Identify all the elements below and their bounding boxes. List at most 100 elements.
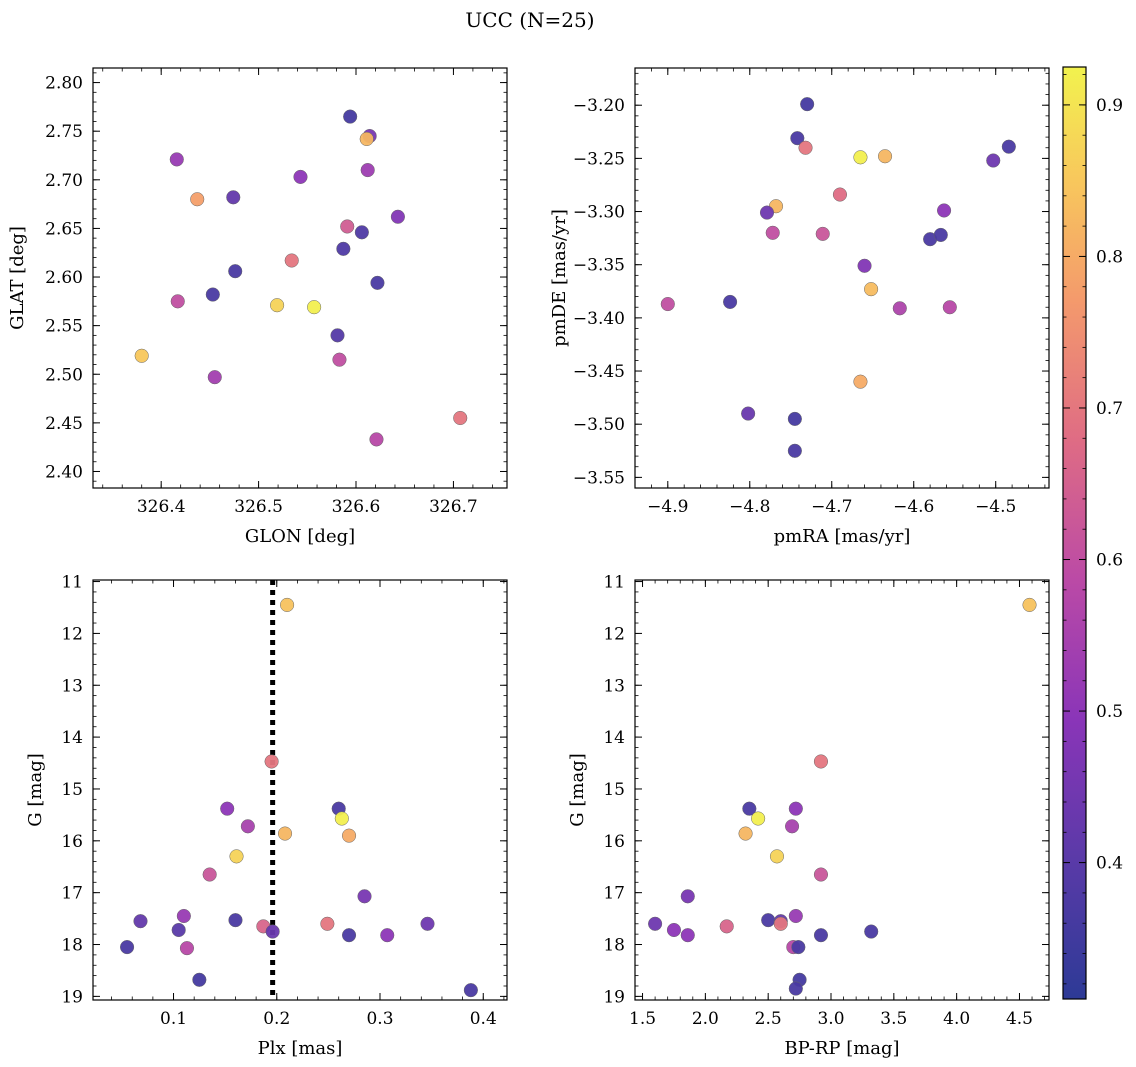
figure-title: UCC (N=25) [465, 8, 594, 32]
data-point [864, 924, 879, 939]
y-tick-label: 2.80 [45, 74, 83, 94]
colorbar-tick-label: 0.5 [1096, 702, 1123, 722]
data-point [942, 300, 957, 315]
data-point [280, 597, 295, 612]
data-point [240, 819, 255, 834]
x-tick-label: 2.5 [755, 1009, 782, 1029]
data-point [723, 294, 738, 309]
x-tick-label: 326.4 [137, 497, 186, 517]
x-tick-label: 0.2 [263, 1009, 290, 1029]
data-point [228, 264, 243, 279]
data-point [761, 913, 776, 928]
data-point [798, 140, 813, 155]
data-point [229, 849, 244, 864]
data-point [284, 253, 299, 268]
data-point [741, 406, 756, 421]
y-tick-label: 2.65 [45, 219, 83, 239]
data-point [343, 109, 358, 124]
data-point [986, 153, 1001, 168]
data-point [340, 219, 355, 234]
data-point [176, 908, 191, 924]
data-point [765, 225, 780, 240]
data-point [788, 908, 803, 924]
data-point [307, 300, 322, 315]
colorbar: 0.4 0.5 0.6 0.7 0.8 0.9 [1062, 66, 1123, 1000]
y-tick-label: −3.30 [573, 203, 625, 223]
y-tick-label: −3.50 [573, 415, 625, 435]
x-tick-label: 0.3 [366, 1009, 393, 1029]
data-point [1022, 597, 1037, 612]
data-point [202, 867, 217, 882]
data-point [265, 924, 280, 939]
colorbar-tick-label: 0.9 [1096, 96, 1123, 116]
data-point [853, 374, 868, 389]
y-tick-label: 12 [61, 624, 83, 644]
y-tick-label: 2.60 [45, 268, 83, 288]
axes-frame [634, 67, 1050, 489]
data-point [788, 981, 803, 996]
data-point [420, 916, 435, 931]
data-point [453, 410, 468, 426]
data-point [751, 811, 766, 826]
y-tick-label: 2.75 [45, 122, 83, 142]
colorbar-tick-label: 0.6 [1096, 551, 1123, 571]
data-point [648, 916, 663, 931]
data-point [332, 352, 347, 367]
data-point [933, 227, 948, 242]
scatter-panel-4: 1.5 2.0 2.5 3.0 3.5 4.0 4.5 11 12 13 14 15 16 17 18 19 B… [567, 573, 1050, 1059]
data-point [719, 919, 734, 934]
data-point [228, 913, 243, 928]
y-tick-label: −3.35 [573, 256, 625, 276]
x-axis-label: pmRA [mas/yr] [774, 526, 911, 547]
y-tick-label: 16 [61, 832, 83, 852]
y-tick-label: 19 [61, 987, 83, 1007]
x-tick-label: 0.1 [160, 1009, 187, 1029]
data-point [293, 169, 308, 184]
data-point [360, 163, 375, 178]
data-point [190, 192, 205, 207]
x-tick-label: 0.4 [470, 1009, 497, 1029]
y-tick-label: 17 [61, 884, 83, 904]
x-tick-label: 1.5 [629, 1009, 656, 1029]
data-point [120, 940, 135, 955]
x-tick-label: 4.0 [943, 1009, 970, 1029]
data-point [463, 983, 478, 998]
data-point [1001, 139, 1016, 154]
y-tick-label: 2.50 [45, 365, 83, 385]
y-tick-label: −3.25 [573, 149, 625, 169]
y-tick-label: 19 [603, 987, 625, 1007]
data-point [192, 972, 207, 987]
data-point [773, 916, 788, 931]
data-point [207, 370, 222, 385]
data-point [390, 209, 405, 224]
y-tick-label: 12 [603, 624, 625, 644]
data-point [336, 241, 351, 256]
x-tick-label: −4.7 [811, 497, 852, 517]
data-point [832, 187, 848, 202]
data-point [341, 828, 357, 843]
axes-frame [634, 579, 1050, 1001]
scatter-panel-1: 326.4 326.5 326.6 326.7 2.40 2.45 2.50 2.55 2.60… [7, 67, 508, 547]
y-tick-label: 18 [61, 936, 83, 956]
axes-frame [92, 579, 508, 1001]
data-point [666, 922, 681, 938]
y-tick-label: 17 [603, 884, 625, 904]
data-point [205, 287, 220, 302]
data-point [341, 928, 357, 943]
data-point [170, 294, 185, 309]
x-tick-label: −4.9 [647, 497, 688, 517]
data-point [788, 801, 803, 816]
data-point [787, 443, 802, 458]
x-tick-label: −4.8 [729, 497, 770, 517]
y-tick-label: 13 [61, 676, 83, 696]
y-tick-label: 14 [603, 728, 625, 748]
data-point [134, 348, 149, 363]
y-tick-label: 13 [603, 676, 625, 696]
data-point [354, 225, 369, 240]
y-tick-label: 11 [61, 573, 83, 593]
data-point [813, 754, 829, 769]
data-point [800, 97, 815, 112]
data-point [359, 131, 374, 147]
data-point [660, 297, 675, 312]
